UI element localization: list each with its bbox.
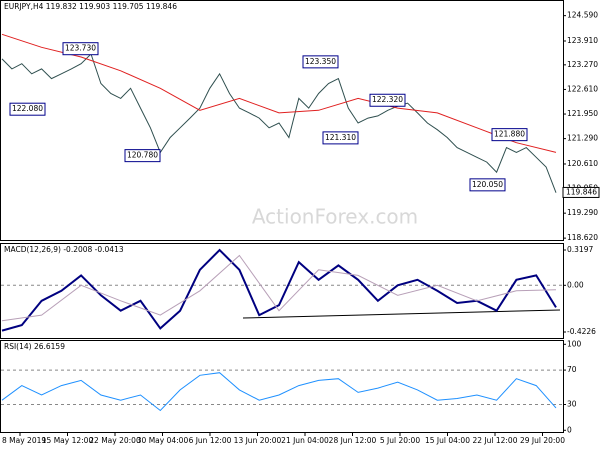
y-tick-label: 118.620 bbox=[567, 233, 598, 242]
y-tick-label: 0.00 bbox=[567, 280, 584, 289]
price-frame bbox=[0, 0, 564, 241]
annotation-box bbox=[322, 131, 359, 145]
y-tick-label: 0.3197 bbox=[567, 245, 593, 254]
series-line bbox=[1, 372, 557, 412]
y-tick-label: 122.610 bbox=[567, 84, 598, 93]
macd-frame bbox=[0, 243, 564, 339]
trend-line bbox=[242, 309, 561, 319]
annotation-label: 121.880 bbox=[494, 130, 525, 139]
y-tick-label: 0 bbox=[567, 425, 572, 434]
y-tick-label: -0.4226 bbox=[567, 327, 596, 336]
annotation-label: 120.780 bbox=[127, 151, 158, 160]
x-tick-label: 30 May 04:00 bbox=[137, 436, 189, 445]
x-tick-label: 22 Jul 12:00 bbox=[473, 436, 518, 445]
last-price-label: 119.846 bbox=[566, 187, 597, 196]
y-tick-label: 70 bbox=[567, 365, 577, 374]
x-tick-label: 28 Jun 12:00 bbox=[329, 436, 377, 445]
y-tick-label: 30 bbox=[567, 399, 577, 408]
annotation-label: 121.310 bbox=[325, 133, 356, 142]
x-tick-label: 5 Jul 20:00 bbox=[380, 436, 420, 445]
y-tick-label: 123.910 bbox=[567, 36, 598, 45]
x-tick-label: 13 Jun 20:00 bbox=[234, 436, 282, 445]
x-tick-label: 6 Jun 12:00 bbox=[189, 436, 232, 445]
annotation-box bbox=[491, 128, 528, 142]
x-tick-label: 29 Jul 20:00 bbox=[520, 436, 565, 445]
y-tick-label: 119.290 bbox=[567, 208, 598, 217]
rsi-frame bbox=[0, 340, 564, 433]
price-title: EURJPY,H4 119.832 119.903 119.705 119.84… bbox=[4, 2, 177, 11]
y-tick-label: 121.290 bbox=[567, 134, 598, 143]
annotation-box bbox=[124, 149, 161, 163]
y-tick-label: 124.590 bbox=[567, 11, 598, 20]
y-tick-label: 120.610 bbox=[567, 159, 598, 168]
annotation-label: 123.730 bbox=[65, 44, 96, 53]
annotation-label: 123.350 bbox=[305, 57, 336, 66]
annotation-box bbox=[469, 178, 506, 192]
series-line bbox=[1, 248, 557, 332]
last-price-box bbox=[562, 186, 600, 198]
annotation-label: 122.320 bbox=[372, 95, 403, 104]
macd-title: MACD(12,26,9) -0.2008 -0.0413 bbox=[4, 245, 124, 254]
series-line bbox=[1, 33, 557, 153]
x-tick-label: 8 May 2019 bbox=[2, 436, 46, 445]
series-line bbox=[1, 53, 557, 193]
annotation-box bbox=[302, 55, 339, 69]
y-tick-label: 100 bbox=[567, 339, 582, 348]
y-tick-label: 123.270 bbox=[567, 60, 598, 69]
annotation-box bbox=[9, 102, 46, 116]
annotation-label: 122.080 bbox=[12, 104, 43, 113]
x-tick-label: 22 May 20:00 bbox=[89, 436, 141, 445]
annotation-box bbox=[62, 42, 99, 56]
x-tick-label: 21 Jun 04:00 bbox=[281, 436, 329, 445]
x-tick-label: 15 May 12:00 bbox=[42, 436, 94, 445]
x-tick-label: 15 Jul 04:00 bbox=[425, 436, 470, 445]
y-tick-label: 121.950 bbox=[567, 109, 598, 118]
series-line bbox=[1, 254, 557, 322]
annotation-label: 120.050 bbox=[472, 180, 503, 189]
rsi-title: RSI(14) 26.6159 bbox=[4, 342, 65, 351]
annotation-box bbox=[369, 93, 406, 107]
watermark: ActionForex.com bbox=[252, 205, 418, 229]
